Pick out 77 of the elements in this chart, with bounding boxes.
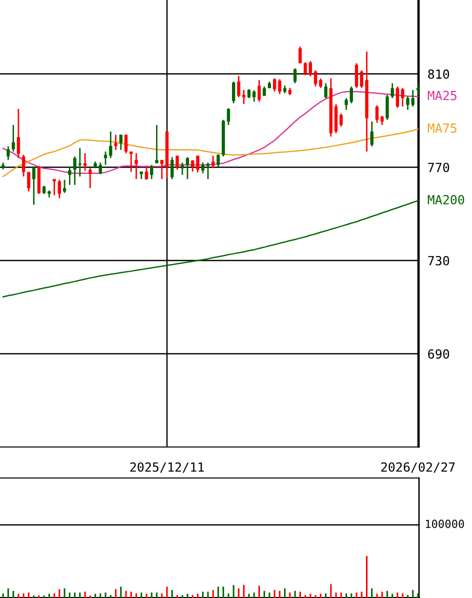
candlestick bbox=[319, 78, 322, 89]
candlestick bbox=[134, 152, 138, 180]
candlestick bbox=[109, 130, 112, 159]
candlestick bbox=[411, 89, 414, 108]
y-tick-label: 730 bbox=[428, 256, 450, 266]
x-tick-label: 2025/12/11 bbox=[130, 462, 204, 473]
candlestick bbox=[304, 62, 307, 76]
candlestick bbox=[68, 166, 72, 186]
candlestick bbox=[180, 162, 184, 176]
candlestick bbox=[360, 70, 364, 89]
candlestick bbox=[247, 88, 251, 99]
candlestick bbox=[252, 90, 256, 102]
candlestick bbox=[212, 155, 215, 169]
candlestick bbox=[119, 134, 122, 151]
candlestick bbox=[375, 104, 379, 124]
candlestick bbox=[272, 78, 276, 92]
candlestick bbox=[27, 171, 30, 192]
candlestick bbox=[191, 159, 194, 172]
candlestick bbox=[406, 96, 410, 111]
candlestick bbox=[22, 154, 26, 178]
candlestick bbox=[186, 156, 190, 180]
candlestick bbox=[130, 150, 133, 173]
candlestick bbox=[396, 86, 400, 108]
candlestick bbox=[232, 80, 236, 104]
candlestick bbox=[150, 164, 154, 180]
candlestick bbox=[416, 82, 419, 96]
candlestick bbox=[6, 146, 10, 161]
candlestick bbox=[155, 124, 158, 164]
line-series bbox=[2, 128, 419, 178]
candlestick bbox=[32, 166, 36, 206]
candlestick bbox=[124, 134, 128, 154]
candlestick bbox=[314, 70, 318, 88]
candlestick bbox=[226, 108, 230, 126]
candlestick bbox=[401, 87, 404, 108]
y-tick-label: 690 bbox=[428, 349, 450, 359]
candlestick bbox=[293, 68, 297, 84]
candlestick bbox=[386, 94, 389, 121]
candlestick bbox=[58, 179, 62, 199]
candlestick bbox=[88, 167, 92, 189]
candlestick bbox=[308, 60, 312, 77]
candlestick bbox=[201, 162, 204, 174]
series-label: MA75 bbox=[428, 124, 456, 133]
x-tick-label: 2026/02/27 bbox=[381, 462, 455, 473]
series-label: MA200 bbox=[428, 194, 464, 204]
candlestick bbox=[160, 159, 164, 180]
candlestick bbox=[83, 152, 87, 172]
candlestick bbox=[324, 82, 328, 99]
candlestick bbox=[52, 178, 56, 196]
y-tick-label: 770 bbox=[428, 162, 450, 172]
candlestick bbox=[98, 162, 102, 175]
candlestick bbox=[196, 154, 200, 174]
candlestick bbox=[12, 124, 15, 152]
candlestick bbox=[370, 120, 374, 148]
candlestick bbox=[380, 115, 384, 126]
candlestick bbox=[344, 97, 348, 111]
candlestick bbox=[278, 78, 282, 95]
candlestick bbox=[206, 162, 210, 180]
candlestick bbox=[78, 147, 82, 178]
text: 100000 bbox=[426, 520, 464, 528]
candlestick bbox=[114, 134, 118, 151]
candlestick bbox=[176, 154, 179, 170]
candlestick bbox=[73, 156, 76, 186]
candlestick bbox=[350, 86, 353, 104]
candlestick bbox=[258, 79, 261, 102]
candlestick bbox=[144, 165, 148, 180]
candlestick bbox=[340, 112, 343, 128]
line-series bbox=[2, 200, 419, 298]
candlestick bbox=[262, 86, 266, 97]
candlestick bbox=[16, 108, 20, 159]
candlestick bbox=[354, 62, 358, 89]
candlestick bbox=[390, 82, 394, 99]
candlestick bbox=[298, 46, 302, 64]
y-tick-label: 810 bbox=[428, 69, 450, 79]
candlestick bbox=[62, 179, 66, 194]
candlestick bbox=[216, 154, 220, 168]
candlestick bbox=[170, 156, 174, 180]
series-label: MA25 bbox=[428, 90, 456, 100]
